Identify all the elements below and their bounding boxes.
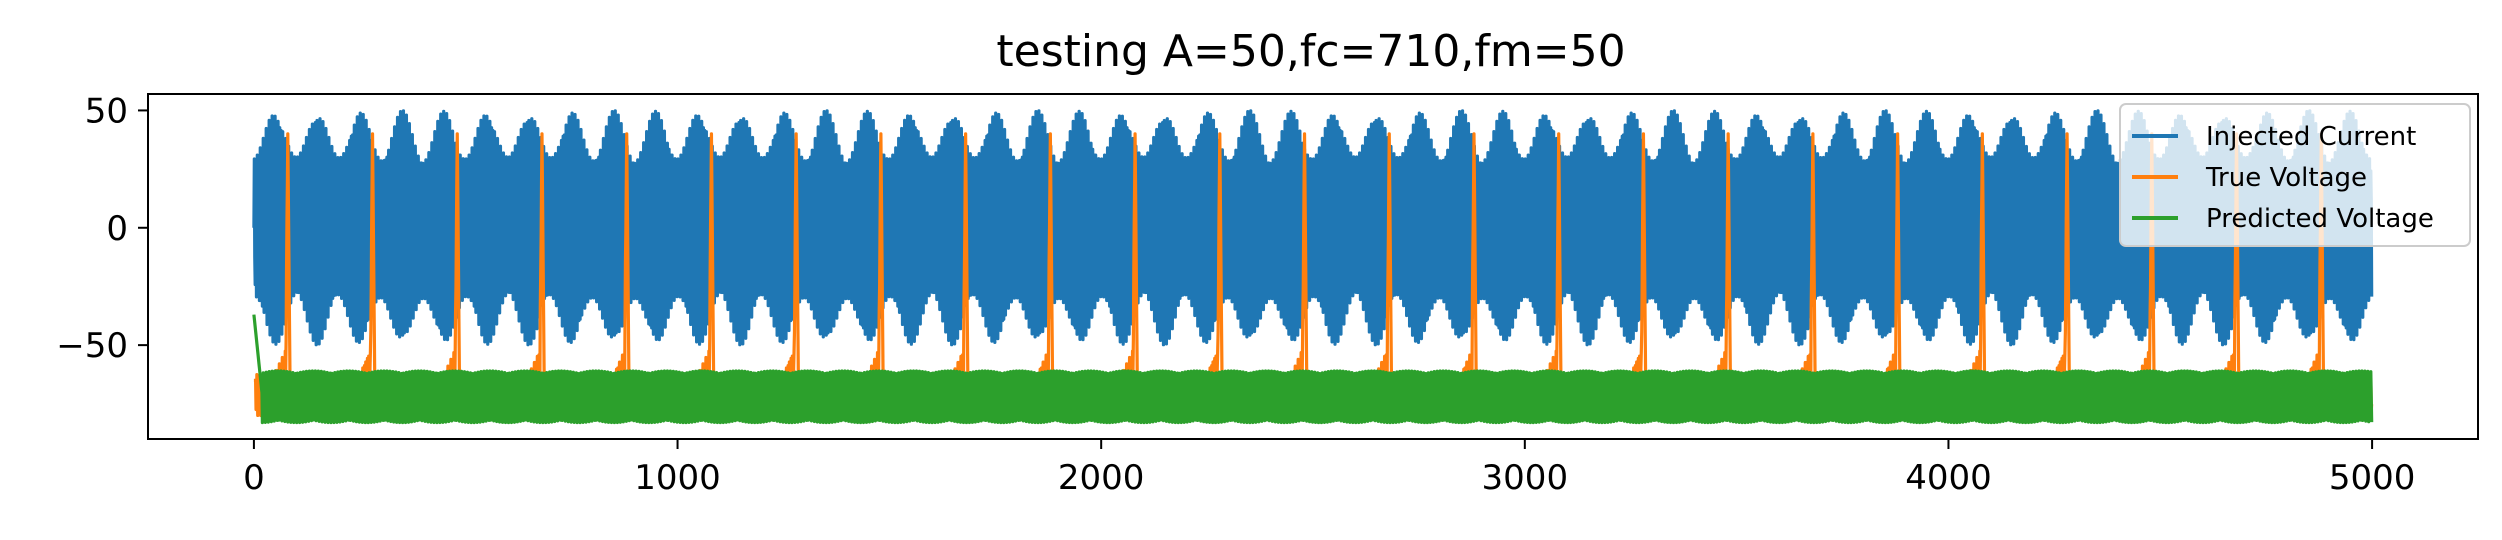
x-tick-label: 0 bbox=[243, 458, 265, 498]
legend-label: Predicted Voltage bbox=[2206, 204, 2434, 234]
x-tick-label: 5000 bbox=[2329, 458, 2416, 498]
series-line-predicted-voltage bbox=[252, 314, 2374, 425]
legend-box bbox=[2119, 103, 2471, 247]
x-tick-label: 2000 bbox=[1058, 458, 1145, 498]
x-tick-label: 1000 bbox=[634, 458, 721, 498]
y-tick-label: 0 bbox=[106, 209, 128, 249]
x-tick-label: 4000 bbox=[1905, 458, 1992, 498]
legend-label: Injected Current bbox=[2206, 122, 2416, 152]
chart-title: testing A=50,fc=710,fm=50 bbox=[996, 26, 1625, 77]
plot-frame bbox=[147, 93, 2479, 440]
x-tick-label: 3000 bbox=[1482, 458, 1569, 498]
legend-label: True Voltage bbox=[2205, 163, 2367, 193]
series-line-injected-current bbox=[252, 109, 2374, 347]
y-tick-label: 50 bbox=[85, 91, 128, 131]
y-tick-label: −50 bbox=[56, 326, 128, 366]
legend: Injected Current True Voltage Predicted Vo… bbox=[2119, 103, 2471, 247]
